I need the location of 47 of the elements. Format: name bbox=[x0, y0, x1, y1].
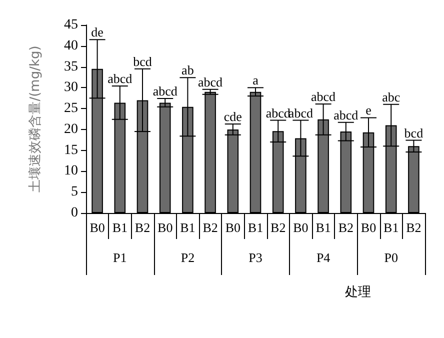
data-label: abcd bbox=[311, 88, 336, 104]
data-label: e bbox=[366, 102, 372, 118]
data-label: abcd bbox=[152, 84, 178, 99]
x-tick-label: B2 bbox=[338, 220, 354, 235]
x-tick-label: B1 bbox=[112, 220, 128, 235]
x-tick-label: B0 bbox=[293, 220, 308, 235]
data-label: cde bbox=[224, 109, 242, 124]
x-tick-label: B2 bbox=[134, 220, 150, 235]
y-tick-label: 25 bbox=[64, 101, 78, 116]
data-label: abcd bbox=[198, 74, 224, 90]
data-label: abcd bbox=[108, 70, 133, 86]
x-tick-label: B0 bbox=[225, 220, 240, 235]
data-label: abcd bbox=[266, 105, 291, 120]
data-label: abcd bbox=[288, 105, 314, 120]
x-tick-label: B1 bbox=[384, 220, 399, 235]
x-tick-label: B2 bbox=[270, 220, 286, 235]
text: P4 bbox=[316, 250, 331, 265]
data-label: de bbox=[91, 24, 104, 40]
y-tick-label: 0 bbox=[71, 206, 78, 220]
y-tick-label: 5 bbox=[71, 184, 78, 200]
x-tick-label: B0 bbox=[360, 220, 376, 235]
data-label: abcd bbox=[334, 107, 359, 122]
y-tick-label: 15 bbox=[64, 142, 78, 158]
data-label: ab bbox=[182, 62, 194, 78]
y-tick-label: 20 bbox=[64, 122, 78, 137]
x-tick-label: B0 bbox=[90, 220, 105, 235]
data-label: abc bbox=[382, 89, 400, 104]
x-tick-label: B1 bbox=[248, 220, 264, 235]
y-tick-label: 45 bbox=[64, 18, 78, 32]
text: P0 bbox=[384, 250, 398, 265]
x-tick-label: B2 bbox=[202, 220, 218, 235]
data-label: bcd bbox=[133, 54, 152, 69]
x-tick-label: B0 bbox=[158, 220, 173, 235]
data-label: a bbox=[252, 72, 259, 88]
text: P2 bbox=[180, 250, 195, 265]
x-axis-title: 处理 bbox=[345, 284, 371, 299]
y-axis-title: 土壤速效磷含量/(mg/kg) bbox=[28, 46, 43, 192]
data-label: bcd bbox=[404, 125, 424, 140]
y-tick-label: 10 bbox=[64, 164, 78, 179]
text: P3 bbox=[248, 250, 262, 265]
x-tick-label: B1 bbox=[180, 220, 196, 235]
x-tick-label: B1 bbox=[316, 220, 331, 235]
text: P1 bbox=[113, 250, 127, 265]
y-tick-label: 35 bbox=[64, 59, 78, 74]
y-tick-label: 40 bbox=[64, 38, 78, 54]
y-tick-label: 30 bbox=[64, 80, 78, 96]
x-tick-label: B2 bbox=[406, 220, 422, 235]
